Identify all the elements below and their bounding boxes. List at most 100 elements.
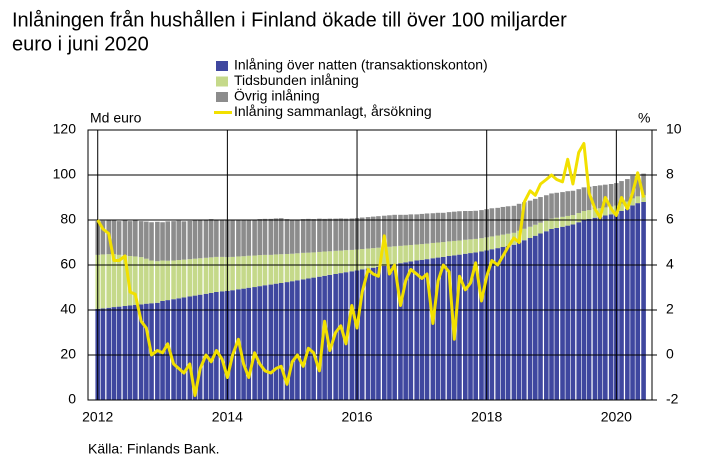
bar-segment xyxy=(214,219,219,257)
y-tick-label: 60 xyxy=(60,256,76,272)
bar-segment xyxy=(468,239,473,254)
bar-segment xyxy=(570,190,576,216)
bar-segment xyxy=(479,210,484,239)
bar-segment xyxy=(473,238,478,253)
legend-swatch xyxy=(216,92,228,102)
line-series xyxy=(96,142,646,397)
bar-segment xyxy=(208,257,214,293)
bar-segment xyxy=(521,228,527,241)
bar-segment xyxy=(311,277,316,400)
bar-segment xyxy=(473,252,478,400)
bar-segment xyxy=(424,259,430,400)
bar-segment xyxy=(586,210,592,219)
bar-segment xyxy=(451,240,457,256)
bar-segment xyxy=(268,218,274,255)
bar-segment xyxy=(127,305,133,400)
bar-segment xyxy=(327,274,333,400)
bar-segment xyxy=(560,216,565,227)
bar-segment xyxy=(359,217,365,250)
bar-segment xyxy=(322,251,327,276)
bar-segment xyxy=(116,221,122,255)
bar-segment xyxy=(554,217,559,228)
bar-segment xyxy=(603,215,608,400)
bar-segment xyxy=(489,236,495,250)
bar-segment xyxy=(241,220,246,257)
bar-segment xyxy=(278,218,284,255)
bar-segment xyxy=(468,211,473,240)
x-tick-label: 2016 xyxy=(341,409,372,425)
bar-segment xyxy=(619,211,624,400)
bar-segment xyxy=(392,264,397,400)
bar-segment xyxy=(289,281,295,400)
bar-segment xyxy=(106,307,112,400)
bar-segment xyxy=(603,207,608,216)
bar-segment xyxy=(381,215,387,248)
bar-segment xyxy=(516,203,522,231)
bar-segment xyxy=(268,284,274,400)
bar-segment xyxy=(127,256,133,306)
bar-segment xyxy=(333,250,338,274)
bar-segment xyxy=(641,173,646,196)
bar-segment xyxy=(273,283,279,400)
bar-segment xyxy=(635,174,641,197)
bar-segment xyxy=(505,233,511,246)
bar-segment xyxy=(365,217,371,249)
bar-segment xyxy=(463,239,468,254)
bar-segment xyxy=(176,260,182,299)
bar-segment xyxy=(419,244,425,260)
bar-segment xyxy=(155,221,160,262)
bar-segment xyxy=(343,218,349,251)
bar-segment xyxy=(295,280,300,400)
bar-segment xyxy=(479,251,484,400)
bar-segment xyxy=(440,242,446,257)
x-tick-label: 2012 xyxy=(82,409,113,425)
bar-segment xyxy=(208,219,214,258)
bar-segment xyxy=(414,244,419,261)
chart-title: Inlåningen från hushållen i Finland ökad… xyxy=(12,9,567,31)
y2-axis-label: % xyxy=(638,110,650,126)
bar-segment xyxy=(505,245,511,400)
bar-segment xyxy=(317,276,322,400)
bar-segment xyxy=(160,222,165,261)
bar-segment xyxy=(359,249,365,270)
bar-segment xyxy=(586,218,592,400)
bar-segment xyxy=(116,254,122,307)
bar-segment xyxy=(408,214,414,245)
bar-segment xyxy=(408,261,414,400)
bar-segment xyxy=(608,214,614,400)
bar-segment xyxy=(257,286,263,400)
bar-segment xyxy=(533,235,538,400)
bar-segment xyxy=(597,216,603,400)
bar-segment xyxy=(565,191,571,216)
bar-segment xyxy=(311,219,316,253)
bar-segment xyxy=(403,262,408,400)
bar-segment xyxy=(392,214,397,247)
bar-segment xyxy=(419,213,425,245)
x-tick-label: 2020 xyxy=(601,409,632,425)
bar-segment xyxy=(430,258,436,400)
bar-segment xyxy=(424,243,430,260)
bar-segment xyxy=(208,292,214,400)
bar-segment xyxy=(521,240,527,400)
bar-segment xyxy=(440,212,446,243)
bar-segment xyxy=(236,256,241,290)
bar-segment xyxy=(214,292,219,400)
bar-segment xyxy=(306,278,311,400)
bar-segment xyxy=(419,259,425,400)
bar-segment xyxy=(160,260,165,301)
bar-segment xyxy=(187,220,193,260)
bar-segment xyxy=(370,216,376,249)
bar-segment xyxy=(306,252,311,279)
bar-segment xyxy=(246,255,252,288)
bar-segment xyxy=(187,296,193,400)
bar-segment xyxy=(489,208,495,237)
legend-label: Inlåning över natten (transaktionskonton… xyxy=(234,57,488,73)
bar-segment xyxy=(197,220,203,259)
bar-segment xyxy=(219,291,225,400)
bar-segment xyxy=(116,306,122,400)
y-tick-label: 0 xyxy=(68,391,76,407)
bar-segment xyxy=(398,245,403,264)
y2-tick-label: 8 xyxy=(666,166,674,182)
bar-segment xyxy=(273,254,279,284)
